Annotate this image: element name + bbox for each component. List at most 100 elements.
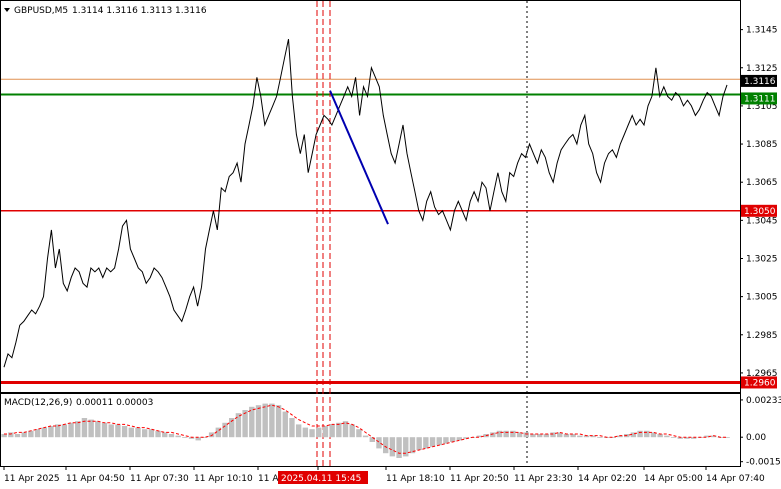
macd-hist-bar	[503, 430, 509, 438]
y-tick-label: 1.3005	[746, 293, 778, 303]
macd-hist-bar	[577, 435, 583, 438]
macd-hist-bar	[54, 424, 61, 438]
macd-hist-bar	[188, 437, 195, 439]
macd-hist-bar	[141, 429, 148, 438]
macd-header: MACD(12,26,9) 0.00011 0.00003	[4, 398, 153, 408]
macd-hist-bar	[416, 437, 422, 450]
macd-hist-bar	[657, 434, 663, 438]
y-tick-label: 1.3025	[746, 254, 778, 264]
x-tick-label: 14 Apr 05:00	[644, 474, 703, 484]
price-tag-red	[741, 204, 777, 217]
macd-hist-bar	[168, 434, 175, 438]
macd-hist-bar	[510, 430, 516, 438]
macd-hist-bar	[275, 405, 282, 438]
macd-hist-bar	[597, 437, 603, 438]
macd-hist-bar	[222, 422, 228, 438]
macd-hist-bar	[41, 427, 47, 438]
macd-y-tick-label: 0.00	[746, 433, 766, 443]
x-tick-label: 11 Apr 2025	[4, 474, 60, 484]
macd-hist-bar	[543, 434, 550, 438]
x-tick-label: 11 Apr	[258, 474, 288, 484]
macd-hist-bar	[309, 429, 315, 438]
macd-hist-bar	[342, 421, 349, 438]
main-plot-frame	[0, 0, 741, 393]
macd-hist-bar	[155, 430, 161, 438]
macd-hist-bar	[724, 437, 730, 438]
macd-hist-bar	[242, 410, 248, 438]
y-tick-label: 1.3065	[746, 178, 778, 188]
macd-hist-bar	[329, 424, 335, 438]
macd-hist-bar	[215, 427, 222, 438]
macd-signal-line	[4, 404, 727, 454]
macd-hist-bar	[476, 435, 483, 438]
x-tick-label: 14 Apr 07:40	[706, 474, 765, 484]
macd-hist-bar	[630, 432, 637, 438]
macd-hist-bar	[563, 434, 570, 438]
price-tag-green	[741, 92, 777, 105]
macd-hist-bar	[356, 429, 362, 438]
macd-hist-bar	[610, 437, 616, 438]
macd-hist-bar	[711, 435, 717, 438]
macd-hist-bar	[523, 432, 529, 438]
macd-hist-bar	[336, 422, 342, 438]
y-tick-label: 1.3125	[746, 64, 778, 74]
price-tag-label-green: 1.3111	[744, 94, 776, 104]
macd-hist-bar	[115, 424, 121, 438]
macd-hist-bar	[28, 430, 34, 438]
macd-hist-bar	[75, 421, 81, 438]
macd-hist-bar	[536, 434, 543, 438]
macd-hist-bar	[255, 405, 262, 438]
macd-hist-bar	[530, 434, 536, 438]
macd-hist-bar	[88, 419, 94, 438]
collapse-triangle-icon[interactable]	[4, 8, 10, 12]
macd-hist-bar	[456, 437, 463, 441]
macd-hist-bar	[429, 437, 436, 447]
macd-hist-bar	[175, 435, 181, 438]
macd-hist-bar	[61, 424, 68, 438]
price-tag-label-red_bottom: 1.2960	[744, 378, 776, 388]
macd-hist-bar	[637, 430, 643, 438]
x-tick-label: 11 Apr 20:50	[450, 474, 509, 484]
y-tick-label: 1.2965	[746, 369, 778, 379]
macd-hist-bar	[302, 427, 309, 438]
x-tick-label: 14 Apr 02:20	[578, 474, 637, 484]
macd-hist-bar	[650, 432, 657, 438]
macd-hist-bar	[135, 427, 141, 438]
x-tick-label: 11 Apr 23:30	[514, 474, 573, 484]
macd-hist-bar	[690, 437, 697, 439]
price-tag-current_price	[741, 74, 777, 87]
macd-hist-bar	[182, 437, 188, 438]
axis-layer: 1.31451.31251.31051.30851.30651.30451.30…	[3, 26, 781, 484]
macd-hist-bar	[121, 426, 128, 438]
x-tick-label: 11 Apr 18:10	[386, 474, 445, 484]
macd-hist-bar	[235, 413, 242, 438]
vlines-layer	[316, 1, 331, 466]
macd-hist-bar	[68, 422, 74, 438]
macd-hist-bar	[403, 437, 409, 457]
y-tick-label: 1.3145	[746, 26, 778, 36]
ohlc-values: 1.3114 1.3116 1.3113 1.3116	[72, 6, 207, 16]
macd-hist-bar	[496, 430, 503, 438]
macd-hist-bar	[423, 437, 429, 449]
macd-hist-bar	[249, 406, 255, 438]
x-tick-label: 11 Apr 07:30	[130, 474, 189, 484]
macd-y-tick-label: 0.00233	[746, 396, 781, 406]
macd-hist-bar	[490, 432, 496, 438]
macd-hist-bar	[295, 424, 302, 438]
macd-hist-bar	[34, 429, 41, 438]
price-tag-label-current_price: 1.3116	[744, 77, 776, 87]
macd-hist-bar	[81, 418, 88, 438]
macd-hist-bar	[704, 435, 710, 438]
macd-hist-bar	[664, 435, 670, 438]
macd-hist-bar	[101, 422, 108, 438]
macd-hist-bar	[369, 437, 375, 442]
macd-hist-bar	[128, 427, 134, 438]
macd-hist-bar	[409, 437, 416, 454]
tags-layer: 1.3116 1.3111 1.3050 1.2960	[741, 74, 777, 389]
macd-hist-bar	[269, 403, 275, 438]
macd-hist-bar	[195, 437, 201, 441]
x-tick-label: 11 Apr 04:50	[66, 474, 125, 484]
macd-hist-bar	[21, 432, 27, 438]
macd-hist-bar	[162, 432, 168, 438]
